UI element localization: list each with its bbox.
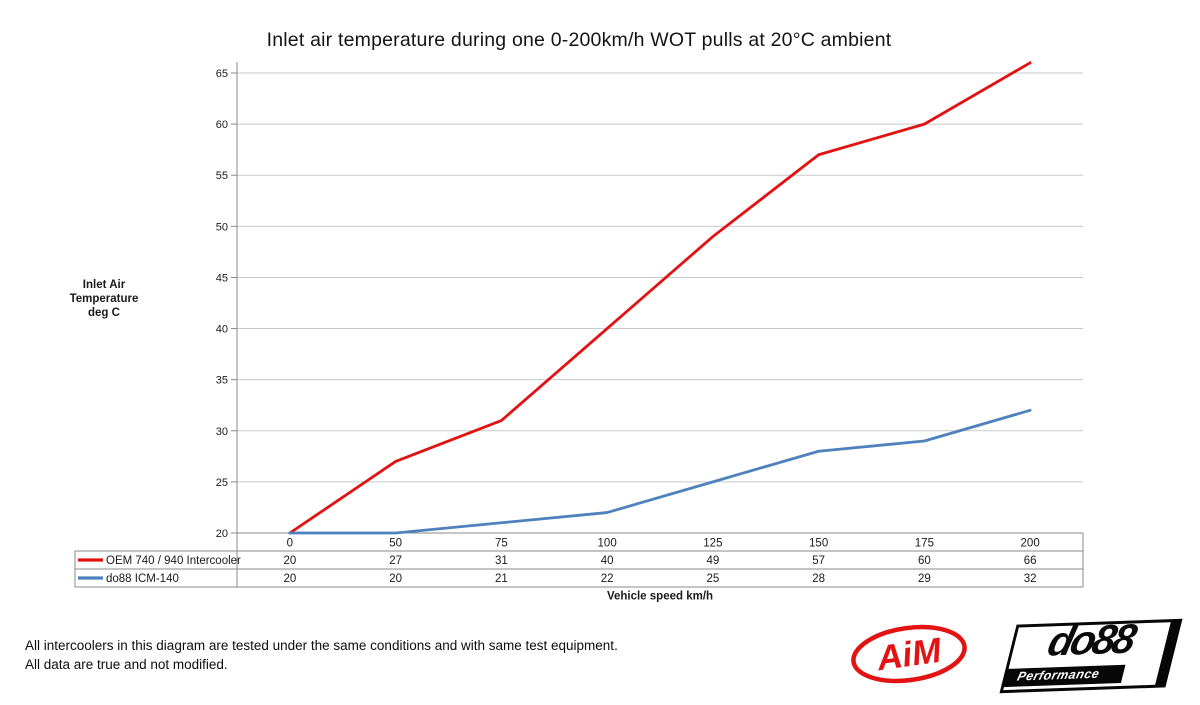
x-category-label: 200 <box>1021 538 1040 550</box>
table-value: 20 <box>283 573 296 585</box>
y-tick-label: 50 <box>216 221 228 233</box>
x-category-label: 0 <box>287 538 293 550</box>
table-value: 32 <box>1024 573 1037 585</box>
y-tick-label: 20 <box>216 528 228 540</box>
legend-label: do88 ICM-140 <box>106 573 179 585</box>
x-category-label: 175 <box>915 538 934 550</box>
y-tick-label: 35 <box>216 375 228 387</box>
y-tick-label: 65 <box>216 68 228 80</box>
x-category-label: 50 <box>389 538 402 550</box>
series-line-2 <box>288 408 1032 535</box>
table-value: 25 <box>706 573 719 585</box>
x-axis-label: Vehicle speed km/h <box>607 591 713 603</box>
x-category-label: 150 <box>809 538 828 550</box>
footnote-line-2: All data are true and not modified. <box>25 656 228 672</box>
table-value: 20 <box>389 573 402 585</box>
y-tick-label: 60 <box>216 119 228 131</box>
table-value: 21 <box>495 573 508 585</box>
x-category-label: 125 <box>703 538 722 550</box>
table-value: 22 <box>601 573 614 585</box>
do88-logo-performance-bar: Performance <box>1003 664 1126 688</box>
table-value: 31 <box>495 555 508 567</box>
table-value: 66 <box>1024 555 1037 567</box>
aim-logo: AiM <box>851 624 967 684</box>
y-axis-label: Inlet Air Temperature deg C <box>69 279 139 319</box>
y-tick-label: 40 <box>216 324 228 336</box>
do88-logo: do88 Performance <box>999 615 1183 694</box>
footnote: All intercoolers in this diagram are tes… <box>25 637 618 674</box>
y-tick-label: 55 <box>216 170 228 182</box>
x-category-label: 100 <box>598 538 617 550</box>
table-value: 20 <box>283 555 296 567</box>
x-category-label: 75 <box>495 538 508 550</box>
y-tick-label: 45 <box>216 272 228 284</box>
aim-logo-ellipse <box>851 624 967 684</box>
table-value: 49 <box>706 555 719 567</box>
chart-title: Inlet air temperature during one 0-200km… <box>266 29 892 51</box>
table-value: 40 <box>601 555 614 567</box>
do88-logo-text: do88 <box>1043 615 1139 665</box>
table-value: 60 <box>918 555 931 567</box>
table-value: 27 <box>389 555 402 567</box>
table-value: 57 <box>812 555 825 567</box>
legend-label: OEM 740 / 940 Intercooler <box>106 555 241 567</box>
table-value: 28 <box>812 573 825 585</box>
aim-logo-text: AiM <box>874 631 945 679</box>
footnote-line-1: All intercoolers in this diagram are tes… <box>25 638 618 653</box>
y-tick-label: 30 <box>216 426 228 438</box>
series-line-1 <box>288 61 1032 535</box>
table-value: 29 <box>918 573 931 585</box>
y-tick-label: 25 <box>216 477 228 489</box>
